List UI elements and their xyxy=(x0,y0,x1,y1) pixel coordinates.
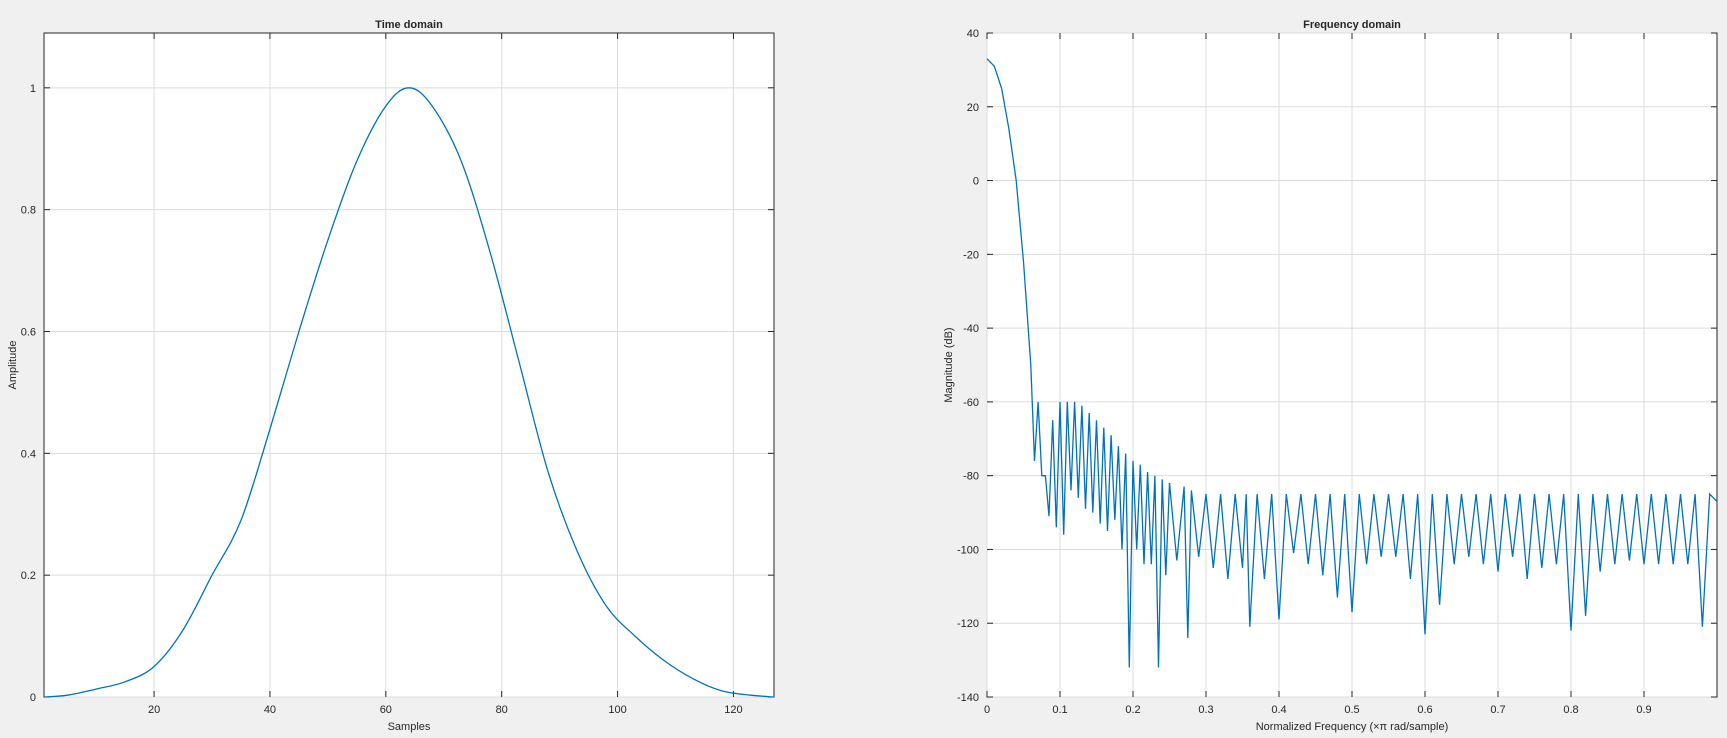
y-axis-label: Amplitude xyxy=(7,341,19,390)
frequency-domain-axes: 0 0.1 0.2 0.3 0.4 0.5 0.6 0.7 0.8 0.9 -140 -120 -100… xyxy=(943,19,1718,733)
x-tick-label: 0.7 xyxy=(1490,704,1505,716)
x-tick-label: 40 xyxy=(264,704,276,716)
x-tick-label: 0.5 xyxy=(1344,704,1359,716)
time-domain-axes: 20 40 60 80 100 120 0 0.2 0.4 0.6 0.8 1 Time domain… xyxy=(7,19,775,733)
y-tick-label: -100 xyxy=(957,544,979,556)
y-tick-label: 1 xyxy=(30,83,36,95)
chart-title: Time domain xyxy=(375,19,443,31)
tick-labels: 0 0.1 0.2 0.3 0.4 0.5 0.6 0.7 0.8 0.9 -140 -120 -100… xyxy=(957,28,1652,716)
x-tick-label: 80 xyxy=(496,704,508,716)
y-tick-label: 0.6 xyxy=(21,326,36,338)
x-tick-label: 0 xyxy=(984,704,990,716)
y-tick-label: 0.2 xyxy=(21,570,36,582)
grid-lines xyxy=(986,32,1717,698)
frequency-response-curve xyxy=(986,58,1718,668)
x-axis-label: Normalized Frequency (×π rad/sample) xyxy=(1256,721,1449,733)
y-tick-label: 0 xyxy=(973,176,979,188)
y-tick-label: -80 xyxy=(963,471,979,483)
x-tick-label: 120 xyxy=(724,704,742,716)
x-tick-label: 0.1 xyxy=(1052,704,1067,716)
y-tick-label: -120 xyxy=(957,618,979,630)
y-tick-label: 0.8 xyxy=(21,205,36,217)
plot-area xyxy=(43,32,775,698)
y-tick-label: 0 xyxy=(30,692,36,704)
grid-lines xyxy=(44,33,774,698)
y-tick-label: -60 xyxy=(963,397,979,409)
y-tick-label: 20 xyxy=(967,102,979,114)
x-tick-label: 20 xyxy=(148,704,160,716)
x-tick-label: 0.4 xyxy=(1271,704,1286,716)
chart-title: Frequency domain xyxy=(1303,19,1401,31)
x-axis-label: Samples xyxy=(388,721,431,733)
x-tick-label: 0.9 xyxy=(1636,704,1651,716)
time-domain-curve xyxy=(43,87,775,698)
y-tick-label: -140 xyxy=(957,692,979,704)
tick-labels: 20 40 60 80 100 120 0 0.2 0.4 0.6 0.8 1 xyxy=(21,83,743,716)
y-tick-label: -40 xyxy=(963,323,979,335)
x-tick-label: 60 xyxy=(380,704,392,716)
y-tick-label: -20 xyxy=(963,249,979,261)
x-tick-label: 0.6 xyxy=(1417,704,1432,716)
x-tick-label: 100 xyxy=(608,704,626,716)
x-tick-label: 0.8 xyxy=(1563,704,1578,716)
x-tick-label: 0.3 xyxy=(1198,704,1213,716)
x-tick-label: 0.2 xyxy=(1125,704,1140,716)
y-tick-label: 40 xyxy=(967,28,979,40)
tick-marks xyxy=(986,32,1717,698)
y-axis-label: Magnitude (dB) xyxy=(943,327,955,402)
y-tick-label: 0.4 xyxy=(21,448,36,460)
